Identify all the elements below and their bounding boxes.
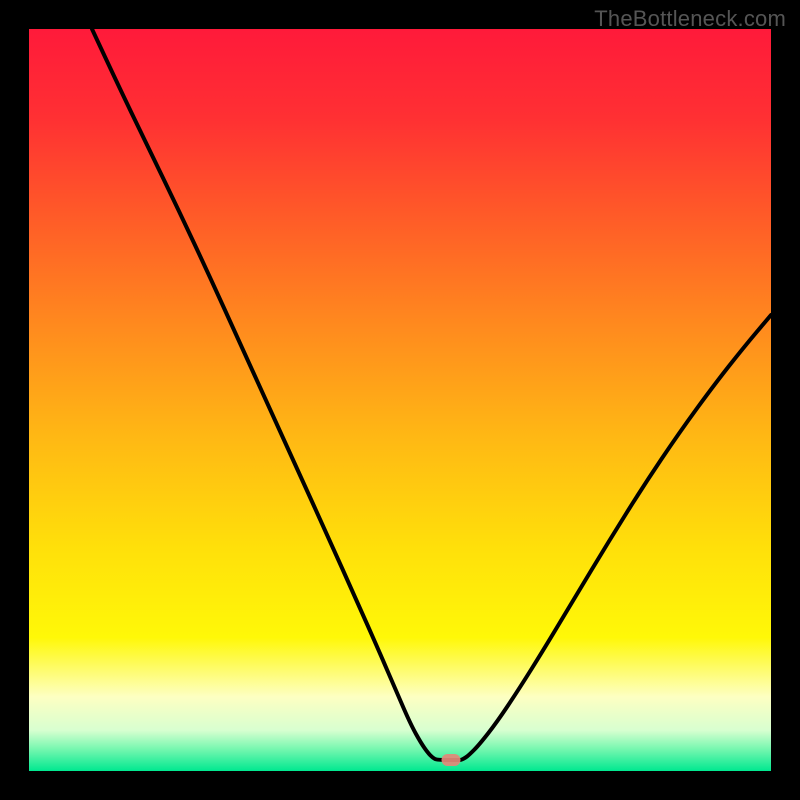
chart-frame: TheBottleneck.com — [0, 0, 800, 800]
plot-area — [29, 29, 771, 771]
plot-overlay — [29, 29, 771, 771]
bottleneck-curve — [92, 29, 771, 760]
minimum-marker — [442, 754, 461, 766]
